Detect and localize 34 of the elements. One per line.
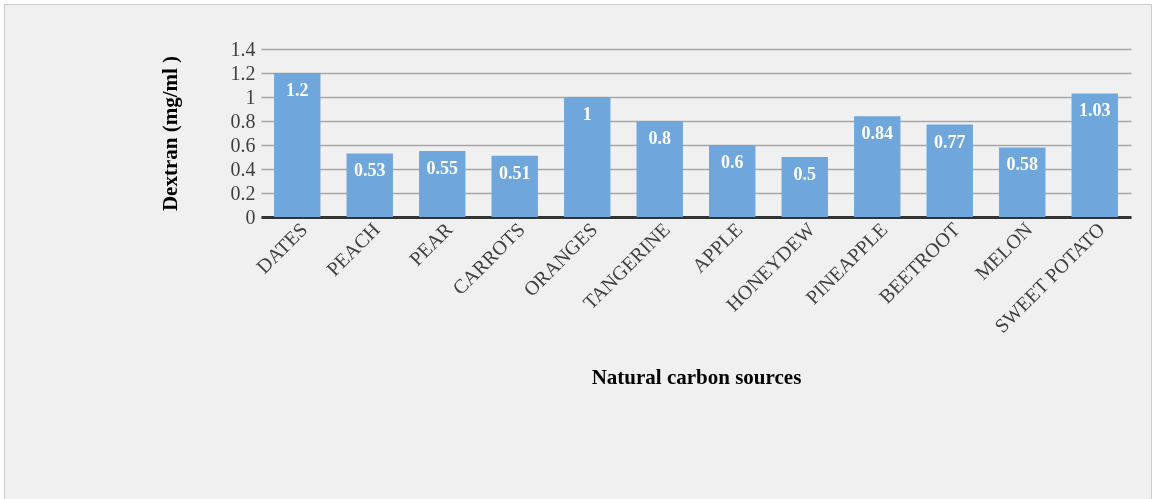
bar xyxy=(999,147,1046,217)
y-tick-label: 1 xyxy=(245,85,256,108)
bar xyxy=(636,121,683,217)
y-tick-label: 0.8 xyxy=(230,109,256,132)
bar xyxy=(1071,93,1118,217)
data-label: 1 xyxy=(582,104,592,124)
bar xyxy=(491,155,538,217)
data-label: 0.8 xyxy=(648,128,671,148)
data-label: 0.77 xyxy=(934,131,966,152)
data-label: 0.53 xyxy=(354,160,386,181)
data-label: 1.2 xyxy=(286,80,309,100)
data-label: 0.58 xyxy=(1006,154,1038,175)
y-tick-label: 0.6 xyxy=(230,133,256,156)
y-axis-title: Dextran (mg/ml ) xyxy=(157,55,182,212)
bar xyxy=(709,145,756,217)
y-tick-label: 1.2 xyxy=(230,61,256,84)
bar xyxy=(274,73,321,217)
data-label: 0.55 xyxy=(426,158,458,178)
y-tick-label: 1.4 xyxy=(230,37,256,60)
bar xyxy=(854,116,901,217)
bar xyxy=(781,157,828,217)
x-axis-title: Natural carbon sources xyxy=(591,365,802,390)
y-tick-label: 0.4 xyxy=(230,157,256,180)
bar xyxy=(926,124,973,217)
data-label: 0.6 xyxy=(721,152,744,172)
data-label: 0.51 xyxy=(499,162,531,183)
y-tick-label: 0.2 xyxy=(230,181,256,204)
bar xyxy=(564,97,611,217)
data-label: 0.5 xyxy=(793,164,816,184)
bar xyxy=(419,151,466,217)
bar xyxy=(346,153,393,217)
data-label: 1.03 xyxy=(1079,100,1111,121)
y-tick-label: 0 xyxy=(245,205,256,228)
data-label: 0.84 xyxy=(861,123,893,144)
